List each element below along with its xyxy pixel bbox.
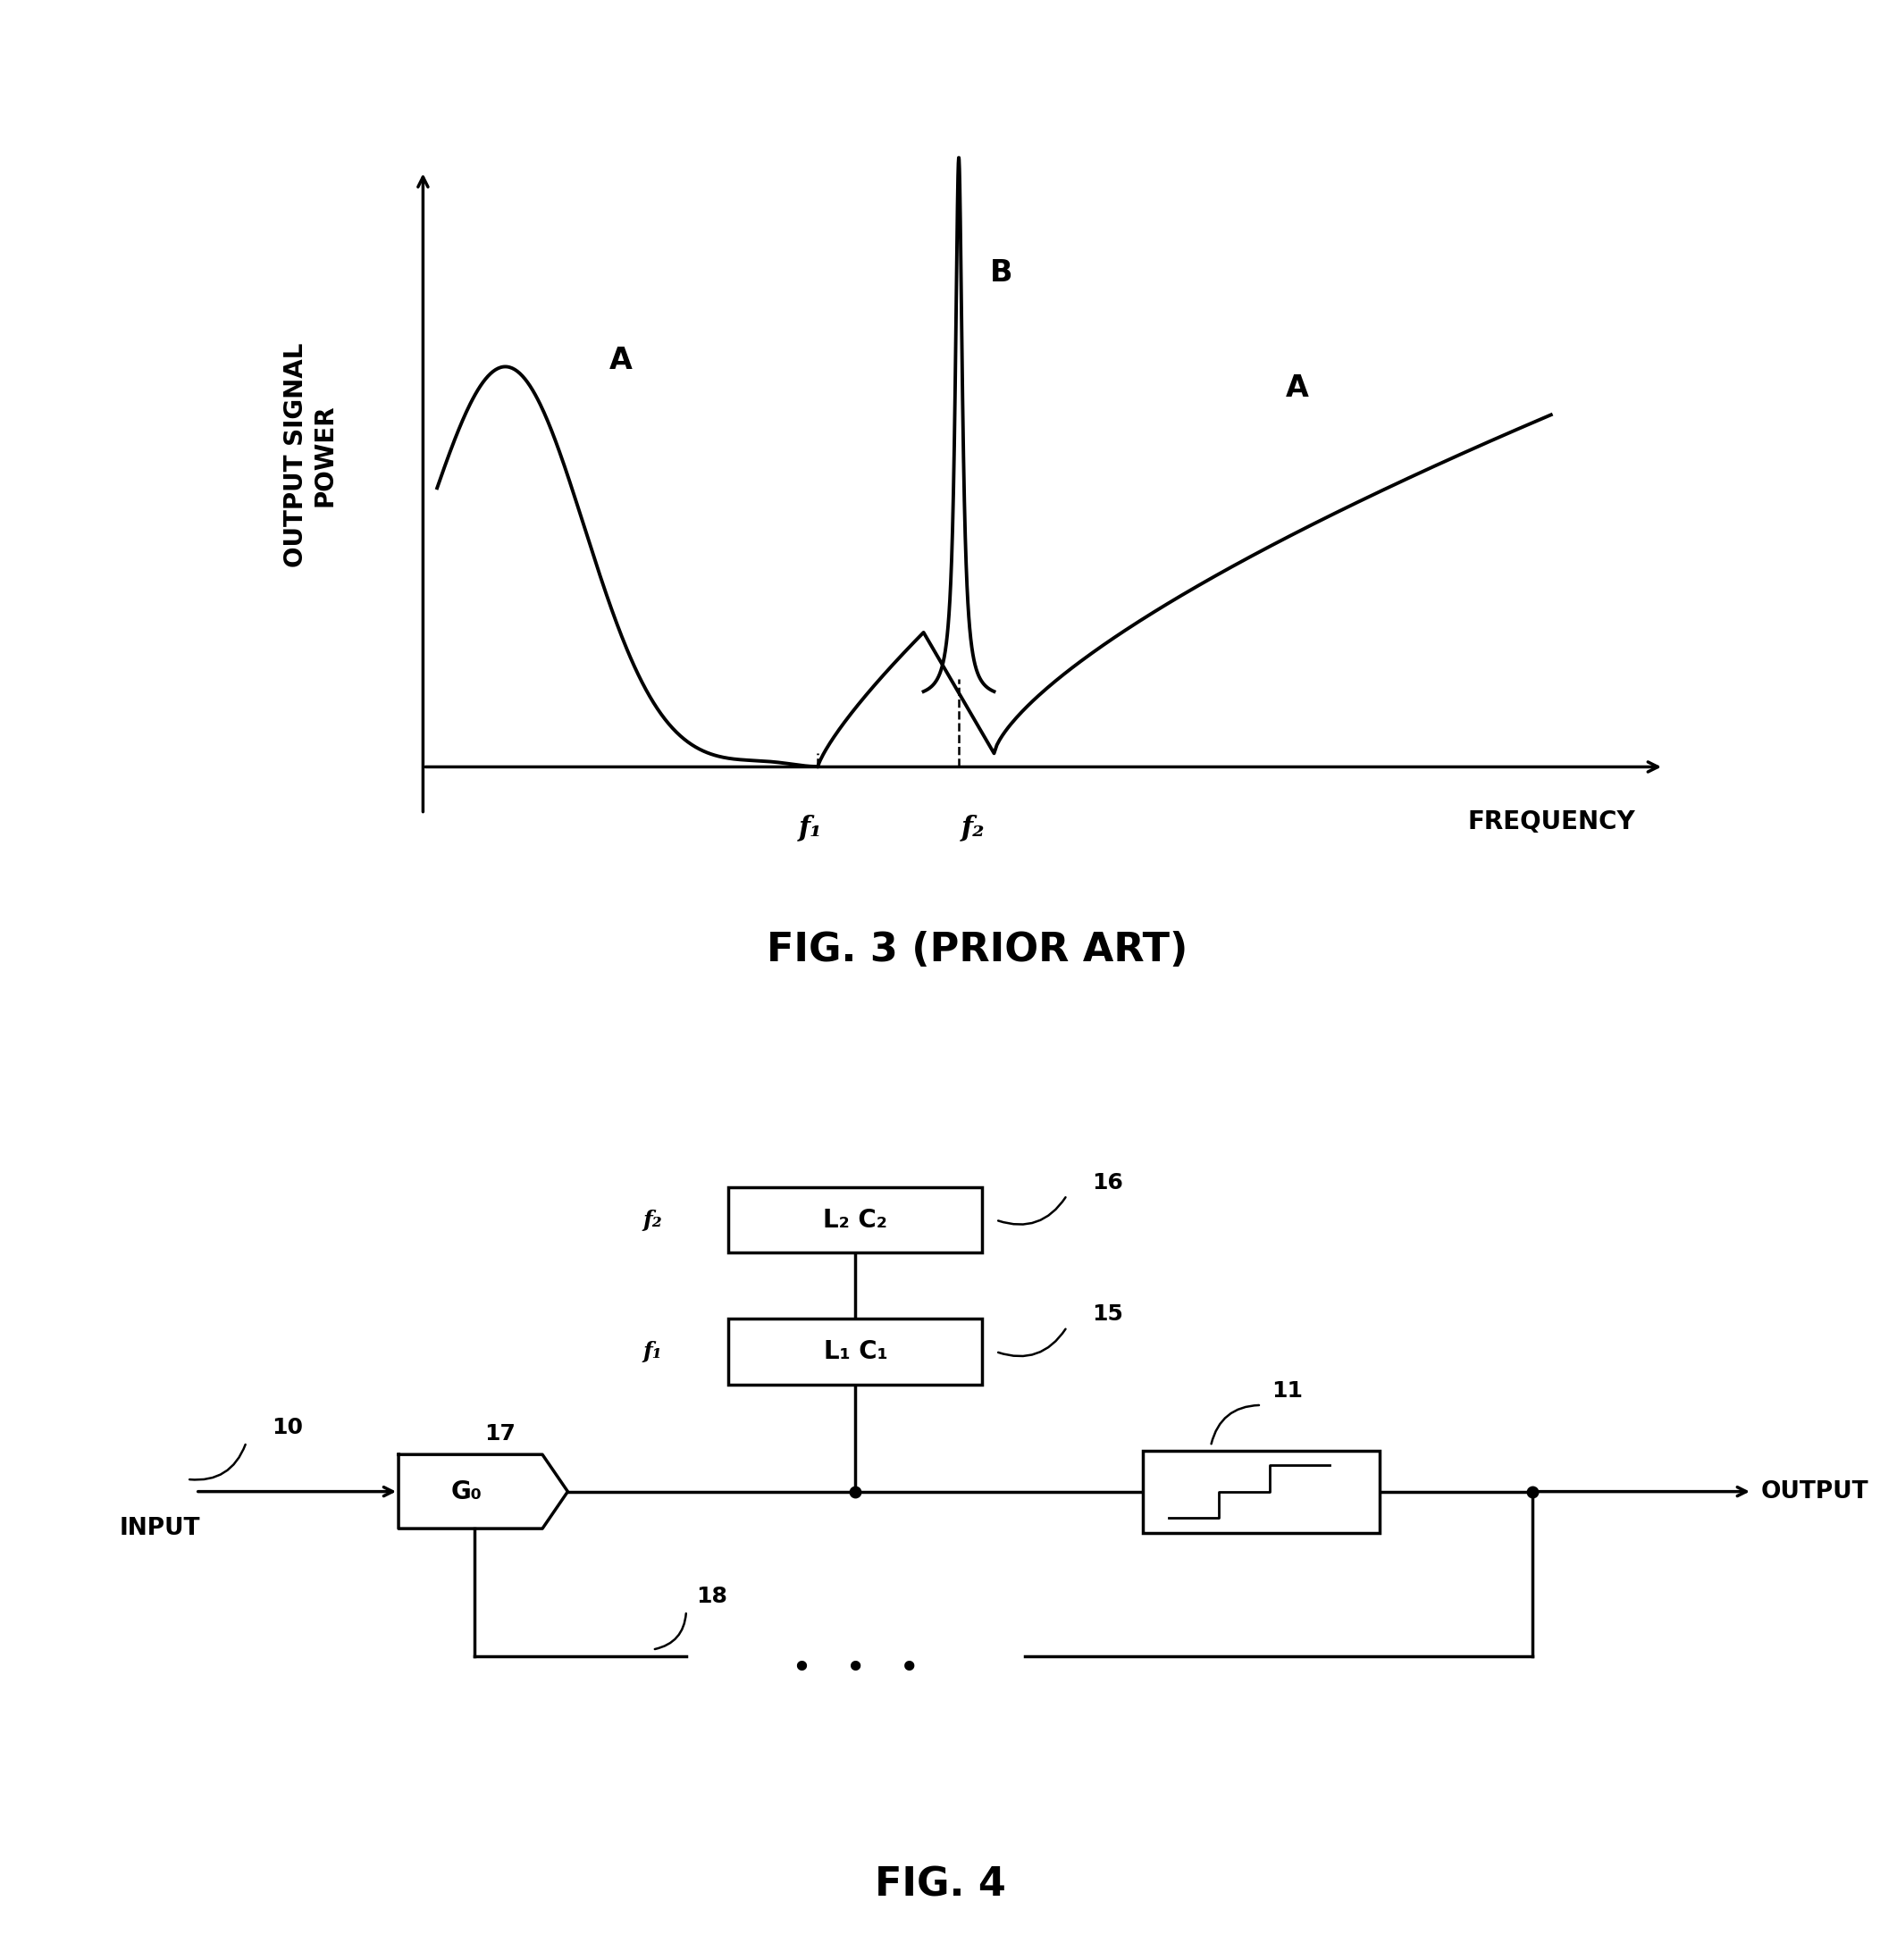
Text: L₂ C₂: L₂ C₂ xyxy=(823,1207,887,1233)
Text: 18: 18 xyxy=(696,1586,728,1607)
Text: G₀: G₀ xyxy=(451,1480,481,1503)
Text: FIG. 3 (PRIOR ART): FIG. 3 (PRIOR ART) xyxy=(767,931,1188,970)
Text: B: B xyxy=(989,259,1013,288)
Text: OUTPUT SIGNAL
POWER: OUTPUT SIGNAL POWER xyxy=(284,343,337,568)
Text: OUTPUT: OUTPUT xyxy=(1762,1480,1869,1503)
Text: f₂: f₂ xyxy=(961,813,985,841)
Text: 17: 17 xyxy=(485,1423,515,1445)
Bar xyxy=(1143,1450,1380,1533)
Text: f₂: f₂ xyxy=(643,1209,662,1231)
Text: A: A xyxy=(609,345,632,376)
Text: 15: 15 xyxy=(1092,1303,1124,1325)
Text: 11: 11 xyxy=(1271,1380,1303,1401)
Text: f₁: f₁ xyxy=(643,1341,662,1362)
Text: INPUT: INPUT xyxy=(120,1517,201,1541)
Text: f₁: f₁ xyxy=(799,813,823,841)
Text: •   •   •: • • • xyxy=(791,1652,919,1686)
Bar xyxy=(729,1319,983,1384)
Bar xyxy=(729,1188,983,1252)
Text: 16: 16 xyxy=(1092,1172,1124,1194)
Text: FIG. 4: FIG. 4 xyxy=(874,1866,1006,1905)
Text: A: A xyxy=(1286,372,1308,402)
Text: L₁ C₁: L₁ C₁ xyxy=(823,1339,887,1364)
Text: FREQUENCY: FREQUENCY xyxy=(1468,809,1636,835)
Text: 10: 10 xyxy=(273,1417,303,1439)
